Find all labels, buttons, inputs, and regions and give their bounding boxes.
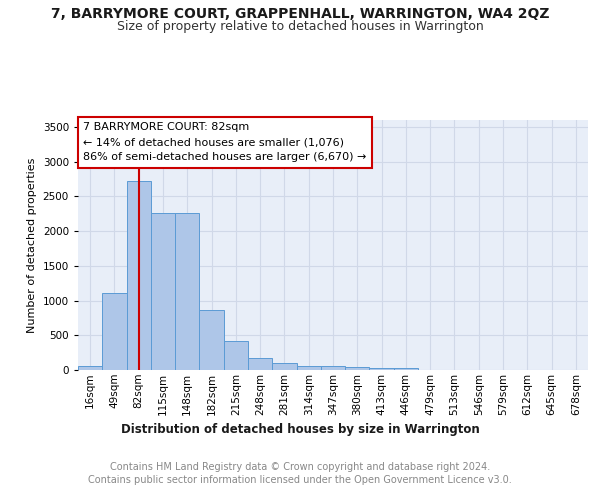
Bar [127, 181, 151, 370]
Bar [224, 341, 248, 370]
Bar [272, 363, 296, 370]
Bar [78, 366, 102, 370]
Bar [151, 213, 175, 370]
Text: Contains HM Land Registry data © Crown copyright and database right 2024.: Contains HM Land Registry data © Crown c… [110, 462, 490, 472]
Bar [102, 294, 127, 370]
Bar [175, 213, 199, 370]
Text: 7 BARRYMORE COURT: 82sqm
← 14% of detached houses are smaller (1,076)
86% of sem: 7 BARRYMORE COURT: 82sqm ← 14% of detach… [83, 122, 367, 162]
Bar [394, 368, 418, 370]
Bar [370, 368, 394, 370]
Text: Distribution of detached houses by size in Warrington: Distribution of detached houses by size … [121, 422, 479, 436]
Bar [199, 310, 224, 370]
Y-axis label: Number of detached properties: Number of detached properties [27, 158, 37, 332]
Bar [345, 367, 370, 370]
Bar [321, 366, 345, 370]
Text: Contains public sector information licensed under the Open Government Licence v3: Contains public sector information licen… [88, 475, 512, 485]
Bar [296, 366, 321, 370]
Bar [248, 358, 272, 370]
Text: Size of property relative to detached houses in Warrington: Size of property relative to detached ho… [116, 20, 484, 33]
Text: 7, BARRYMORE COURT, GRAPPENHALL, WARRINGTON, WA4 2QZ: 7, BARRYMORE COURT, GRAPPENHALL, WARRING… [51, 8, 549, 22]
